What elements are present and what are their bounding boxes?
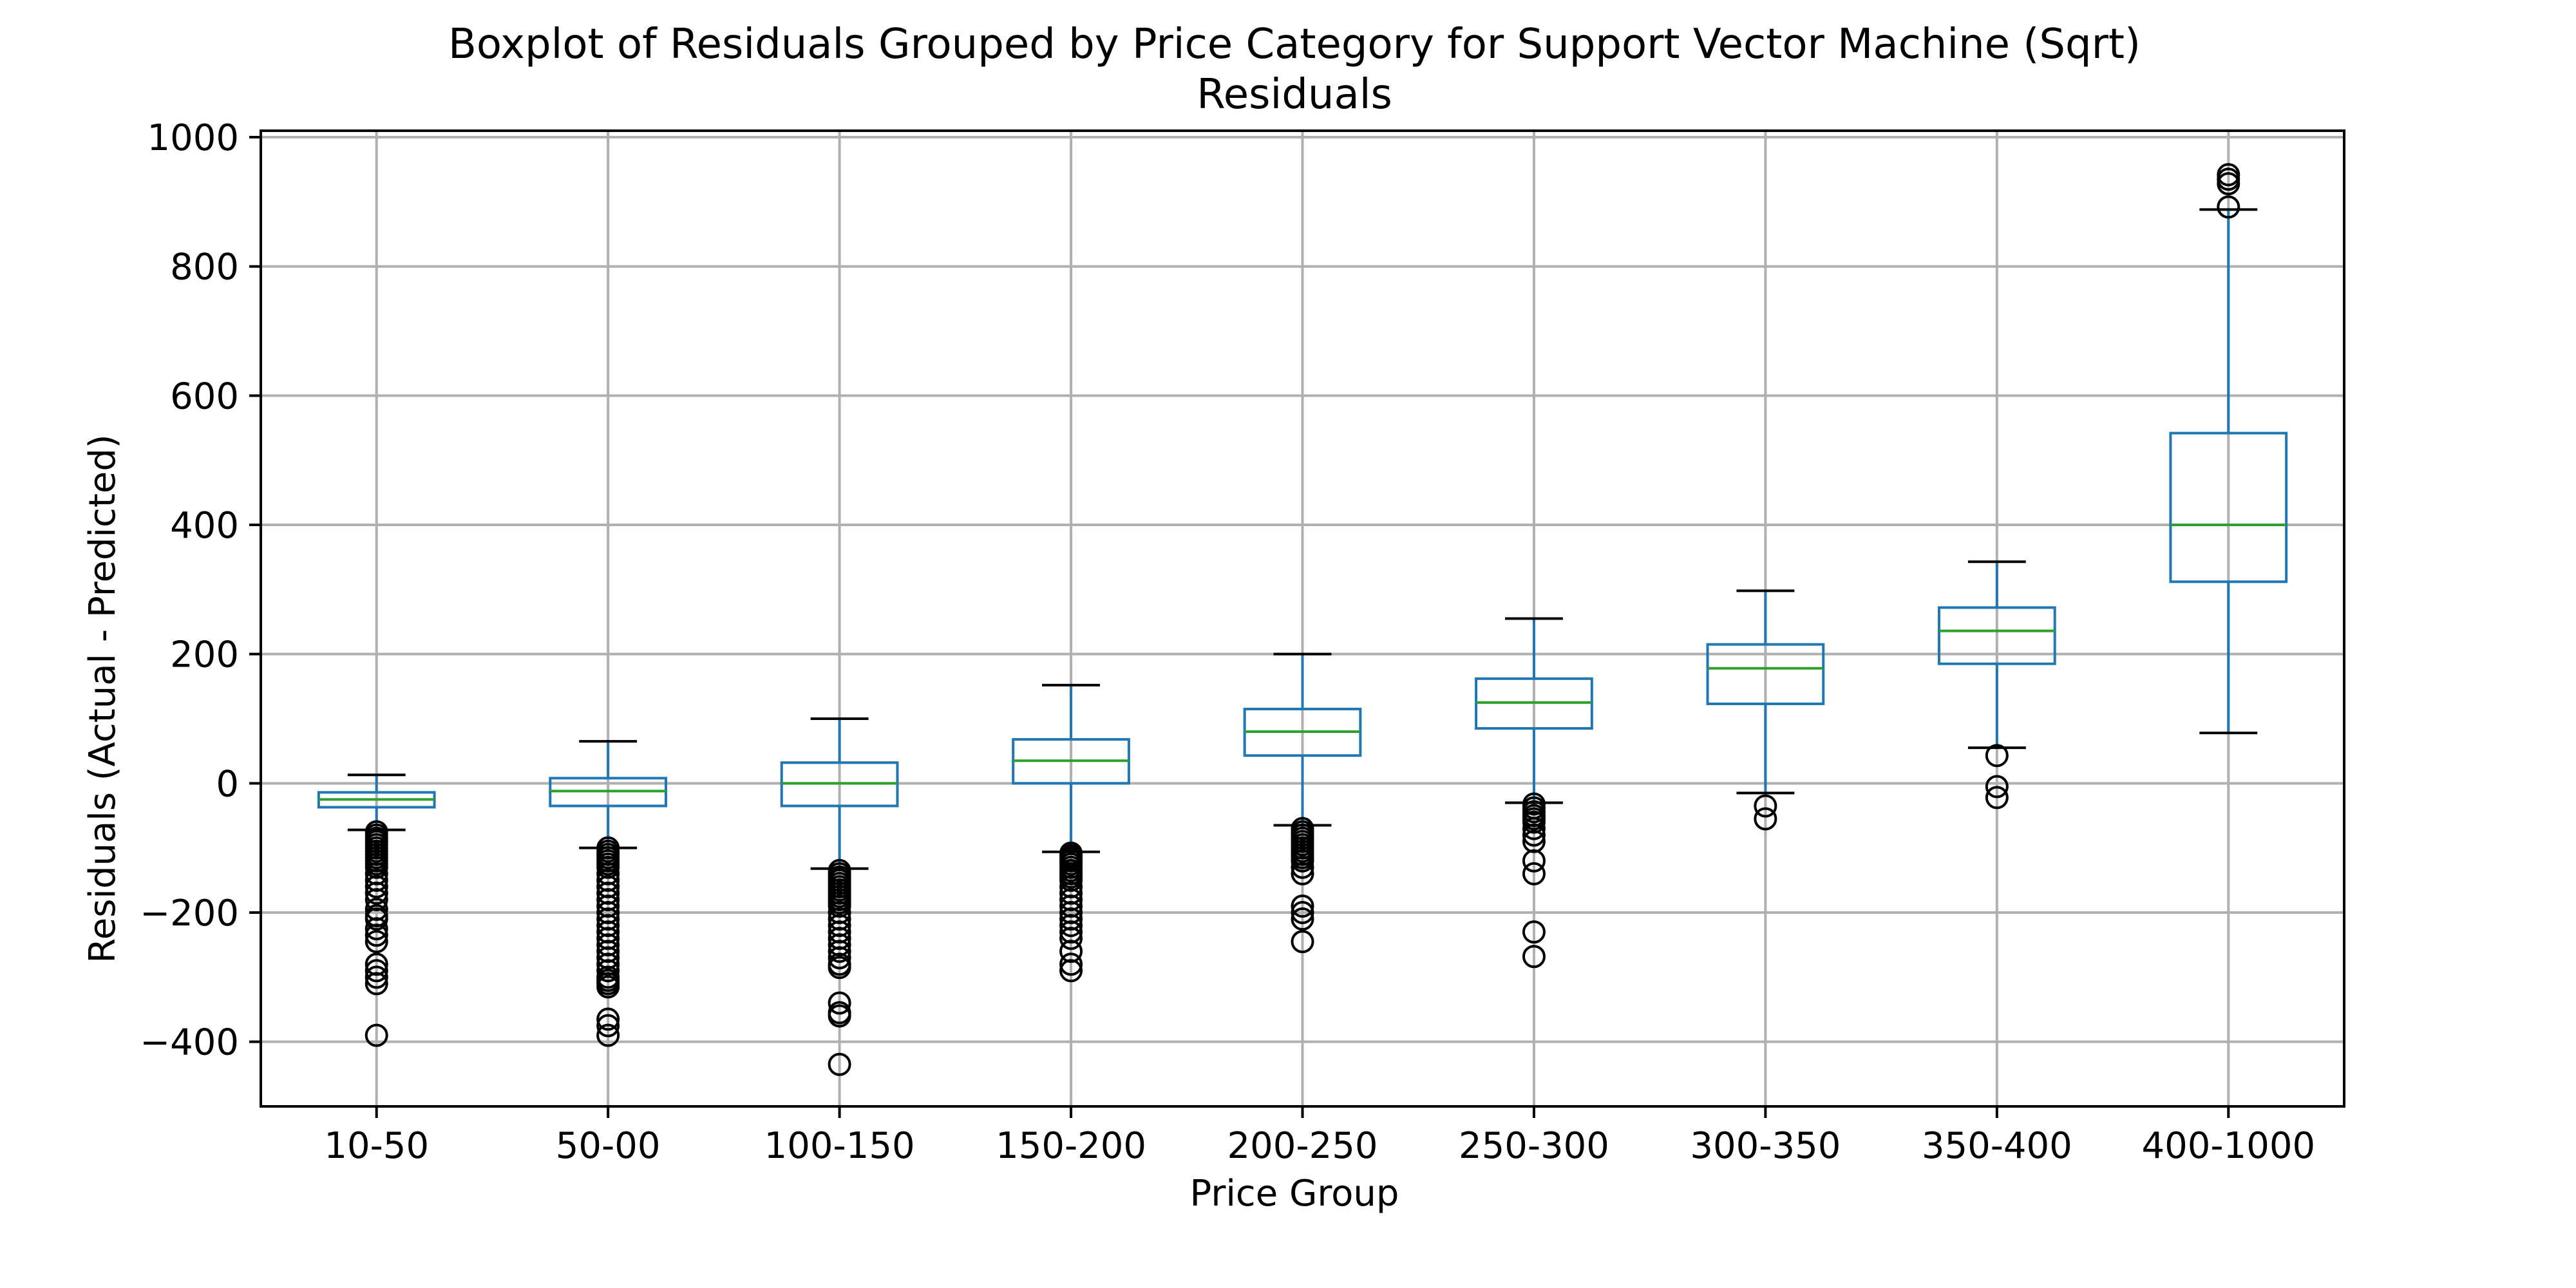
outlier-point: [1522, 920, 1546, 944]
outlier-point: [828, 1052, 851, 1076]
y-tick-label: 1000: [147, 117, 239, 159]
outlier-point: [2217, 163, 2240, 187]
outlier-point: [365, 959, 388, 983]
x-tick-label: 10-50: [324, 1125, 429, 1167]
grid-layer: [261, 131, 2344, 1106]
outlier-point: [365, 1023, 388, 1047]
outlier-point: [828, 991, 851, 1015]
axes-frame: [260, 129, 2345, 1108]
y-tick-label: −400: [140, 1022, 239, 1064]
tick-layer: −400 −200 0 200 400 600 800 1000 10-50 50-00 100-1…: [140, 117, 2315, 1167]
outlier-point: [596, 959, 620, 983]
outlier-point: [1059, 914, 1083, 938]
x-tick-label: 400-1000: [2141, 1125, 2315, 1167]
outlier-point: [365, 923, 388, 947]
outlier-point: [1522, 849, 1546, 873]
outlier-point: [828, 940, 851, 963]
x-axis-label: Price Group: [1190, 1173, 1399, 1215]
outlier-point: [365, 965, 388, 989]
outlier-point: [1985, 775, 2009, 799]
x-tick-label: 300-350: [1690, 1125, 1841, 1167]
outlier-point: [1291, 930, 1314, 954]
box-250-300: [1475, 617, 1593, 969]
y-axis-label: Residuals (Actual - Predicted): [82, 434, 124, 963]
outlier-point: [596, 1014, 620, 1037]
outlier-point: [596, 975, 620, 999]
box-50-00: [549, 740, 668, 1047]
y-tick-label: 0: [216, 763, 239, 805]
y-tick-label: 800: [170, 247, 239, 289]
outlier-point: [828, 946, 851, 970]
outlier-point: [365, 881, 388, 905]
chart-title: Boxplot of Residuals Grouped by Price Ca…: [448, 21, 2141, 68]
outlier-point: [365, 875, 388, 898]
outlier-point: [1985, 744, 2009, 768]
box-400-1000: [2169, 163, 2288, 735]
outlier-point: [1059, 927, 1083, 951]
iqr-box: [2169, 431, 2288, 583]
outlier-point: [1291, 862, 1314, 886]
outlier-point: [1291, 907, 1314, 931]
box-200-250: [1243, 652, 1362, 954]
outlier-point: [1985, 786, 2009, 810]
y-tick-label: −200: [140, 893, 239, 934]
outlier-point: [1291, 849, 1314, 873]
iqr-box: [1706, 643, 1825, 705]
outlier-point: [1291, 855, 1314, 879]
outlier-point: [828, 956, 851, 980]
box-layer: [317, 163, 2288, 1076]
y-tick-label: 600: [170, 375, 239, 417]
outlier-point: [1291, 901, 1314, 925]
outlier-point: [1754, 794, 1777, 818]
outlier-point: [365, 972, 388, 996]
outlier-point: [828, 1004, 851, 1028]
outlier-point: [1059, 959, 1083, 983]
outlier-point: [1522, 817, 1546, 840]
x-tick-label: 100-150: [764, 1125, 915, 1167]
chart-subtitle: Residuals: [1197, 71, 1392, 118]
outlier-point: [1754, 807, 1777, 831]
box-350-400: [1937, 560, 2056, 810]
outlier-point: [365, 907, 388, 931]
x-tick-label: 250-300: [1459, 1125, 1609, 1167]
outlier-point: [2217, 195, 2240, 219]
outlier-point: [1059, 952, 1083, 976]
x-tick-label: 350-400: [1922, 1125, 2072, 1167]
y-tick-label: 400: [170, 505, 239, 547]
outlier-point: [365, 930, 388, 954]
outlier-point: [1522, 862, 1546, 886]
x-tick-label: 200-250: [1227, 1125, 1378, 1167]
x-tick-label: 150-200: [996, 1125, 1146, 1167]
outlier-point: [1291, 894, 1314, 918]
outlier-point: [596, 1007, 620, 1031]
iqr-box: [1937, 606, 2056, 665]
x-tick-label: 50-00: [556, 1125, 661, 1167]
box-10-50: [317, 773, 436, 1047]
box-150-200: [1012, 683, 1130, 983]
box-300-350: [1706, 589, 1825, 831]
outlier-point: [365, 917, 388, 941]
y-tick-label: 200: [170, 634, 239, 676]
box-100-150: [780, 717, 899, 1076]
outlier-point: [596, 1023, 620, 1047]
outlier-point: [1522, 823, 1546, 847]
outlier-point: [1522, 945, 1546, 969]
